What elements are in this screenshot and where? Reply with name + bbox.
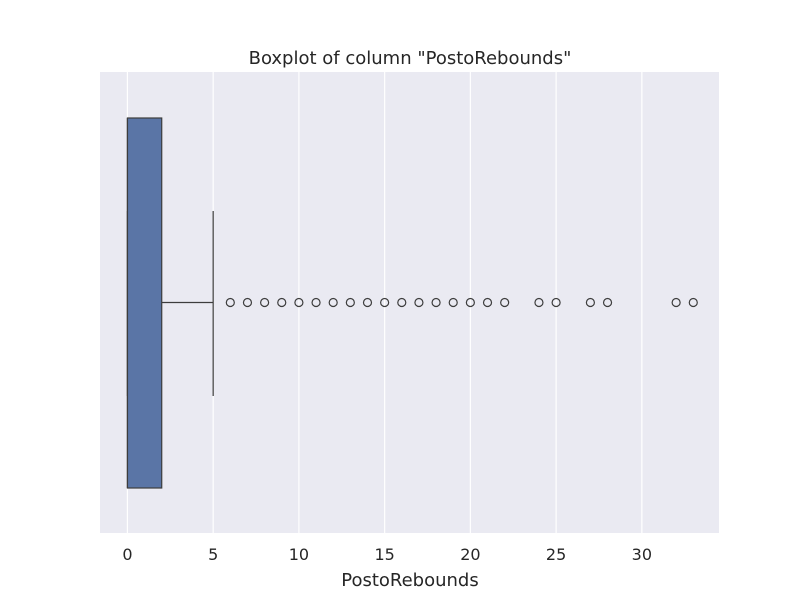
outlier-point-1 bbox=[242, 297, 253, 308]
outlier-point-8 bbox=[362, 297, 373, 308]
outlier-point-2 bbox=[260, 297, 270, 308]
x-axis-ticks: 0 5 10 15 20 25 30 bbox=[122, 545, 652, 564]
outlier-point-4 bbox=[294, 297, 304, 308]
x-tick-label-0: 0 bbox=[122, 545, 132, 564]
outlier-point-9 bbox=[380, 297, 390, 308]
outlier-point-20 bbox=[602, 297, 613, 308]
outlier-point-17 bbox=[534, 297, 544, 308]
box-group bbox=[126, 117, 214, 489]
outlier-point-10 bbox=[397, 297, 407, 308]
outlier-point-22 bbox=[688, 297, 698, 308]
outlier-point-12 bbox=[431, 297, 441, 308]
outlier-point-3 bbox=[277, 297, 287, 308]
outlier-point-14 bbox=[465, 297, 475, 308]
outlier-point-5 bbox=[311, 297, 321, 308]
outlier-point-6 bbox=[328, 297, 338, 308]
x-tick-label-6: 30 bbox=[632, 545, 652, 564]
outlier-point-21 bbox=[671, 297, 681, 308]
x-tick-label-2: 10 bbox=[289, 545, 309, 564]
outlier-point-18 bbox=[551, 297, 561, 308]
x-axis-label: PostoRebounds bbox=[341, 570, 479, 591]
x-tick-label-5: 25 bbox=[546, 545, 566, 564]
outlier-points bbox=[225, 297, 698, 308]
outlier-point-7 bbox=[345, 297, 355, 308]
outlier-point-16 bbox=[500, 297, 510, 308]
x-tick-label-1: 5 bbox=[208, 545, 218, 564]
chart-title: Boxplot of column "PostoRebounds" bbox=[249, 48, 572, 69]
x-tick-label-3: 15 bbox=[374, 545, 394, 564]
outlier-point-13 bbox=[448, 297, 458, 308]
x-tick-label-4: 20 bbox=[460, 545, 480, 564]
iqr-box bbox=[126, 117, 163, 489]
outlier-point-0 bbox=[225, 297, 235, 308]
outlier-point-15 bbox=[482, 297, 493, 308]
outlier-point-11 bbox=[414, 297, 424, 308]
outlier-point-19 bbox=[585, 297, 595, 308]
